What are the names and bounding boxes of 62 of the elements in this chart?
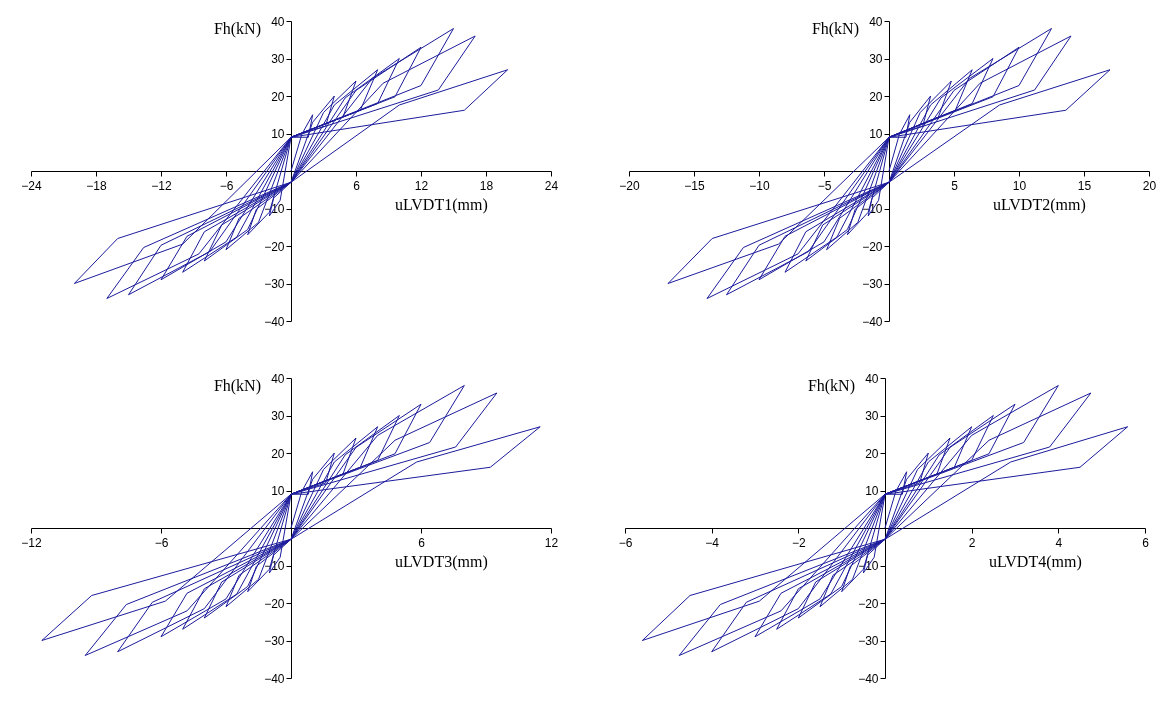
- y-tick-label: −20: [862, 239, 883, 254]
- x-tick-label: −4: [705, 535, 720, 550]
- x-axis-title: uLVDT2(mm): [993, 196, 1086, 214]
- y-tick-label: 10: [271, 127, 285, 141]
- x-tick-label: −18: [86, 178, 107, 193]
- y-tick-label: 40: [271, 371, 285, 386]
- x-tick-label: −12: [151, 178, 172, 193]
- x-tick-label: 2: [968, 535, 976, 550]
- y-tick-label: −30: [264, 634, 285, 648]
- y-tick-label: 40: [869, 14, 883, 29]
- x-axis-title: uLVDT4(mm): [989, 553, 1082, 571]
- y-tick-label: 10: [271, 484, 285, 498]
- y-axis-title: Fh(kN): [811, 20, 859, 38]
- y-tick-label: 30: [865, 409, 879, 423]
- y-tick-label: 20: [865, 446, 879, 461]
- x-tick-label: −24: [21, 178, 42, 193]
- y-tick-label: −20: [264, 596, 285, 611]
- x-tick-label: 15: [1077, 178, 1092, 193]
- y-tick-label: 30: [869, 52, 883, 66]
- x-tick-label: −5: [817, 178, 832, 193]
- y-tick-label: −40: [264, 671, 285, 686]
- x-tick-label: 6: [418, 535, 426, 550]
- x-tick-label: 6: [1142, 535, 1150, 550]
- y-axis-title: Fh(kN): [807, 377, 855, 395]
- y-tick-label: −20: [264, 239, 285, 254]
- x-tick-label: −6: [618, 535, 633, 550]
- y-tick-label: 40: [271, 14, 285, 29]
- x-axis-title: uLVDT1(mm): [395, 196, 488, 214]
- y-tick-label: 20: [271, 89, 285, 104]
- y-axis-title: Fh(kN): [213, 20, 261, 38]
- y-tick-label: 30: [271, 409, 285, 423]
- x-tick-label: 20: [1142, 178, 1157, 193]
- y-tick-label: −30: [264, 277, 285, 291]
- y-tick-label: −40: [858, 671, 879, 686]
- y-tick-label: −40: [862, 314, 883, 329]
- x-tick-label: −20: [619, 178, 640, 193]
- x-tick-label: −2: [791, 535, 806, 550]
- x-tick-label: −12: [21, 535, 42, 550]
- x-tick-label: 6: [353, 178, 361, 193]
- y-tick-label: −30: [858, 634, 879, 648]
- y-tick-label: 40: [865, 371, 879, 386]
- x-tick-label: 12: [414, 178, 429, 193]
- x-tick-label: −10: [749, 178, 770, 193]
- x-tick-label: −15: [684, 178, 705, 193]
- y-tick-label: 20: [271, 446, 285, 461]
- y-tick-label: −20: [858, 596, 879, 611]
- y-tick-label: −40: [264, 314, 285, 329]
- y-tick-label: −30: [862, 277, 883, 291]
- y-axis-title: Fh(kN): [213, 377, 261, 395]
- x-tick-label: −6: [154, 535, 169, 550]
- x-tick-label: −6: [219, 178, 234, 193]
- x-tick-label: 4: [1055, 535, 1063, 550]
- y-tick-label: 10: [865, 484, 879, 498]
- x-tick-label: 10: [1012, 178, 1027, 193]
- x-tick-label: 12: [544, 535, 559, 550]
- x-axis-title: uLVDT3(mm): [395, 553, 488, 571]
- y-tick-label: 10: [869, 127, 883, 141]
- x-tick-label: 18: [479, 178, 494, 193]
- x-tick-label: 24: [544, 178, 559, 193]
- x-tick-label: 5: [951, 178, 959, 193]
- y-tick-label: 30: [271, 52, 285, 66]
- y-tick-label: 20: [869, 89, 883, 104]
